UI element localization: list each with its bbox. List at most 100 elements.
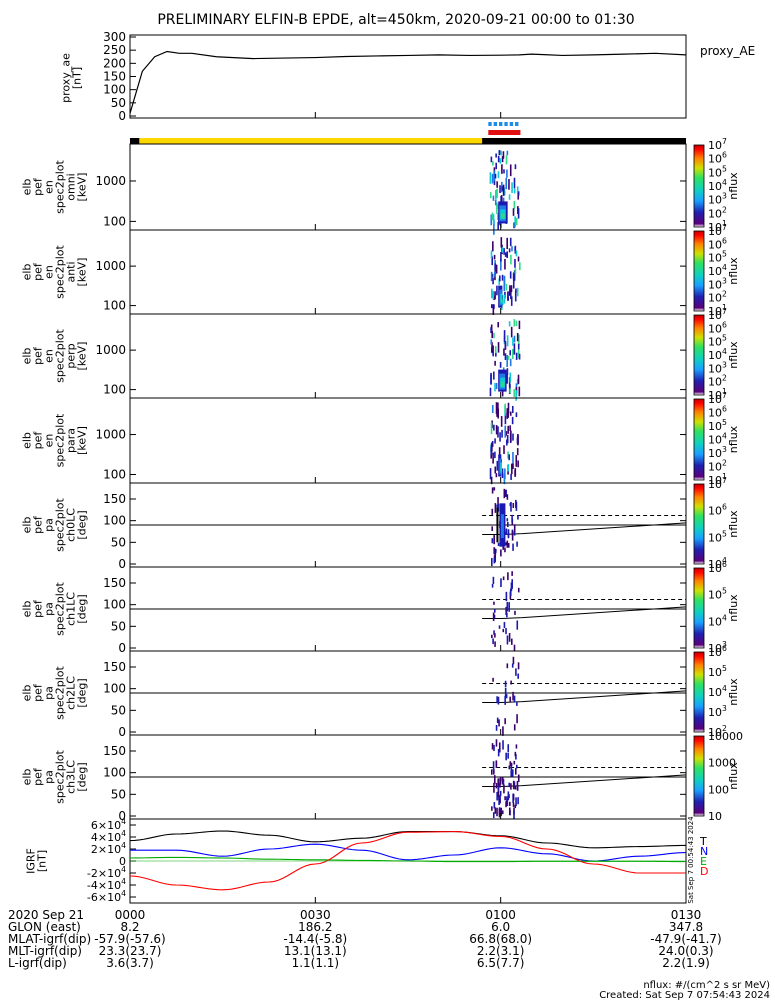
spec_anti-pixel (516, 287, 519, 297)
annotation-value: 6.0 (491, 920, 510, 934)
pa_ch3-colorbar-label: nflux (727, 762, 740, 790)
spec_para-colorbar-label: nflux (727, 425, 740, 453)
annotation-row-name: L-igrf(dip) (8, 956, 67, 970)
science-zone-marker (504, 122, 508, 126)
igrf-series-D (129, 831, 686, 891)
pa_ch2-pixel (504, 680, 507, 688)
pa_ch1-pixel (508, 633, 511, 642)
spec_anti-pixel (490, 304, 493, 309)
pa_ch0-colorbar-tick-label: 106 (708, 503, 727, 518)
spec_para-ylabel: en (43, 434, 56, 448)
spec_anti-pixel (504, 252, 507, 257)
spec_anti-pixel (492, 304, 495, 315)
spec_anti-pixel (495, 264, 498, 274)
pa_ch3-pixel (498, 808, 501, 818)
pa_ch3-pixel (510, 771, 513, 777)
pa_ch0-colorbar-tick-label: 104 (708, 556, 727, 571)
spec_omni-pixel (513, 177, 516, 189)
pa_ch2-pixel (492, 677, 494, 682)
spec_perp-pixel (515, 352, 518, 360)
pa_ch1-ylabel: spec2plot (54, 582, 67, 636)
spec_perp-colorbar-tick-label: 106 (708, 320, 727, 335)
spec_perp-pixel (503, 348, 505, 356)
pa_ch1-pixel (511, 571, 513, 576)
pa_ch2-pixel (496, 696, 498, 704)
pa_ch0-pixel (491, 526, 493, 531)
spec_omni-pixel (491, 212, 494, 221)
proxy-ae-ytick-label: 100 (103, 83, 126, 97)
spec_anti-ylabel: anti (65, 261, 78, 282)
annotation-value: 347.8 (669, 920, 703, 934)
spec_omni-pixel (513, 188, 516, 194)
spec_para-pixel (516, 437, 519, 444)
spec_perp-ytick-label: 100 (103, 383, 126, 397)
pa_ch3-pixel (508, 782, 511, 788)
pa_ch2-pixel (511, 663, 514, 668)
spec_para-colorbar-tick-label: 106 (708, 405, 727, 420)
spec_para-ytick-label: 100 (103, 468, 126, 482)
spec_para-pixel (509, 411, 512, 416)
spec_para-pixel (493, 424, 495, 431)
spec_para-pixel (512, 433, 514, 441)
pa_ch2-ylabel: elb (21, 685, 34, 702)
pa_ch1-ytick-label: 150 (103, 576, 126, 590)
pa_ch1-colorbar-tick-label: 103 (708, 640, 727, 655)
pa_ch2-colorbar-tick-label: 103 (708, 704, 727, 719)
annotation-value: 0030 (300, 908, 331, 922)
spec_omni-pixel (499, 185, 501, 194)
pa_ch1-pixel (491, 634, 493, 639)
spec_anti-pixel (498, 278, 500, 285)
pa_ch0-ytick-label: 150 (103, 492, 126, 506)
pa_ch3-pixel (513, 760, 516, 765)
spec_para-pixel (510, 430, 512, 443)
pa_ch0-pixel (507, 533, 510, 539)
proxy-ae-ytick-label: 50 (111, 96, 126, 110)
spec_perp-pixel (518, 386, 521, 397)
spec_perp-pixel (509, 384, 511, 389)
pa_ch3-ylabel: [deg] (76, 762, 89, 791)
annotation-value: 0000 (115, 908, 146, 922)
spec_anti-pixel (514, 259, 516, 268)
spec_omni-flux-enhancement (500, 213, 505, 219)
spec_para-pixel (515, 455, 518, 467)
pa_ch1-pixel (505, 606, 507, 615)
pa_ch1-pixel (517, 587, 520, 593)
spec_para-colorbar (693, 398, 705, 481)
igrf-ytick-label: 6×104 (91, 817, 126, 832)
pa_ch1-pixel (500, 578, 502, 588)
pa_ch2-pixel (498, 719, 500, 727)
spec_perp-pixel (491, 330, 493, 339)
spec_omni-ylabel: pef (32, 177, 45, 196)
data-collection-marker (488, 130, 521, 135)
pa_ch2-pixel (509, 696, 511, 702)
pa_ch2-colorbar-tick-label: 106 (708, 644, 727, 659)
spec_omni-colorbar-tick-label: 101 (708, 219, 727, 234)
spec_anti-pixel (494, 263, 497, 271)
spec_anti-pixel (513, 270, 516, 281)
spec_para-pixel (489, 468, 492, 480)
spec_para-pixel (504, 412, 507, 425)
pa_ch3-ylabel: elb (21, 769, 34, 786)
annotation-value: 8.2 (120, 920, 139, 934)
spec_omni-pixel (517, 192, 520, 200)
pa_ch2-pixel (513, 724, 516, 731)
spec_perp-pixel (515, 390, 517, 401)
spec_para-pixel (501, 468, 504, 479)
spec_anti-pixel (500, 237, 503, 248)
spec_omni-pixel (506, 150, 509, 156)
pa_ch0-ytick-label: 0 (118, 557, 126, 571)
spec_perp-pixel (506, 368, 509, 376)
spec_anti-pixel (517, 256, 520, 262)
spec_para-pixel (491, 405, 494, 414)
pa_ch3-pixel (513, 810, 515, 820)
pa_ch2-pixel (504, 718, 506, 725)
spec_perp-pixel (495, 383, 498, 390)
spec_omni-pixel (505, 177, 508, 190)
spec_para-pixel (490, 447, 493, 456)
pa_ch3-pixel (491, 743, 494, 750)
pa_ch0-pixel (493, 557, 496, 564)
igrf-ytick-label: 4×104 (91, 829, 126, 844)
pa_ch2-colorbar (693, 651, 705, 733)
spec_anti-pixel (504, 258, 506, 270)
